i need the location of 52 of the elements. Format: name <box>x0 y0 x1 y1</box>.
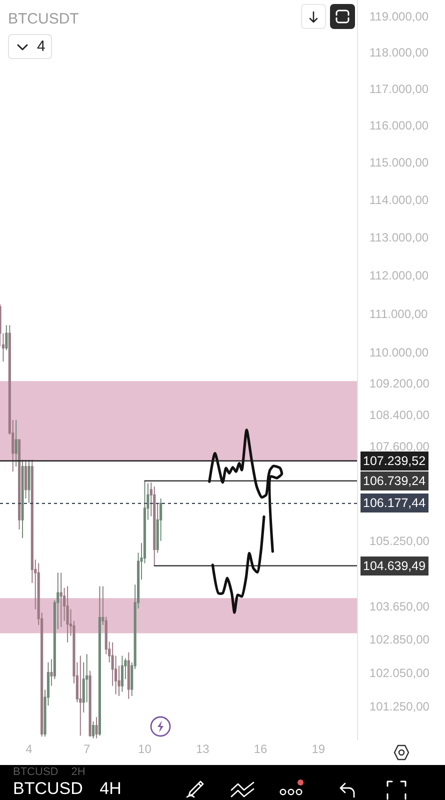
candlestick <box>79 655 82 736</box>
candlestick <box>18 439 21 530</box>
line-series <box>211 515 266 614</box>
ref-line-label: 107.239,52 <box>363 454 426 468</box>
candlestick <box>24 459 28 499</box>
y-tick-label: 107.600,00 <box>369 440 430 454</box>
text: BTCUSDT <box>8 10 79 28</box>
x-tick-label: 16 <box>254 742 268 756</box>
x-tick-label: 10 <box>138 742 152 756</box>
ref-line-label: 106.177,44 <box>363 496 426 510</box>
candlestick <box>88 670 92 738</box>
candlestick <box>127 652 130 700</box>
y-tick-label: 114.000,00 <box>369 192 429 207</box>
dropdown: 4 <box>8 34 52 59</box>
x-tick-label: 4 <box>26 742 33 756</box>
y-tick-label: 102.050,00 <box>369 666 430 680</box>
y-tick-label: 115.000,00 <box>369 155 429 170</box>
y-tick-label: 112.000,00 <box>369 268 429 282</box>
y-tick-label: 103.650,00 <box>369 600 430 614</box>
x-tick-label: 13 <box>196 742 210 756</box>
candlestick <box>21 459 24 539</box>
y-tick-label: 111.000,00 <box>369 306 428 321</box>
line-series <box>208 428 284 553</box>
annotation: 4 <box>37 38 46 55</box>
candlestick <box>156 502 159 554</box>
y-tick-label: 119.000,00 <box>369 9 429 24</box>
y-tick-label: 113.000,00 <box>369 230 429 244</box>
candlestick <box>60 572 62 628</box>
candlestick <box>5 324 8 351</box>
x-tick-label: 19 <box>312 742 326 756</box>
y-tick-label: 108.400,00 <box>369 408 430 422</box>
x-tick-label: 7 <box>83 742 90 756</box>
candlestick <box>14 420 18 467</box>
candlestick <box>92 720 95 739</box>
data-label: 106.739,24 <box>363 474 426 488</box>
candlestick <box>95 716 98 739</box>
candlestick <box>98 586 101 736</box>
candlestick <box>120 655 124 692</box>
y-tick-label: 117.000,00 <box>369 82 429 96</box>
toolbar: BTCUSD 2H BTCUSD 4H <box>0 765 445 800</box>
y-tick-label: 116.000,00 <box>369 118 429 132</box>
y-tick-label: 118.000,00 <box>369 45 429 60</box>
y-tick-label: 102.850,00 <box>369 632 430 647</box>
candlestick <box>153 486 156 566</box>
y-tick-label: 110.000,00 <box>369 345 429 360</box>
candlestick <box>66 586 69 643</box>
candlestick <box>50 658 53 686</box>
candlestick <box>28 459 30 504</box>
y-tick-label: 105.250,00 <box>369 534 430 548</box>
y-tick-label: 101.250,00 <box>369 700 430 714</box>
data-label: 104.639,49 <box>363 559 426 573</box>
y-tick-label: 109.200,00 <box>369 376 430 391</box>
